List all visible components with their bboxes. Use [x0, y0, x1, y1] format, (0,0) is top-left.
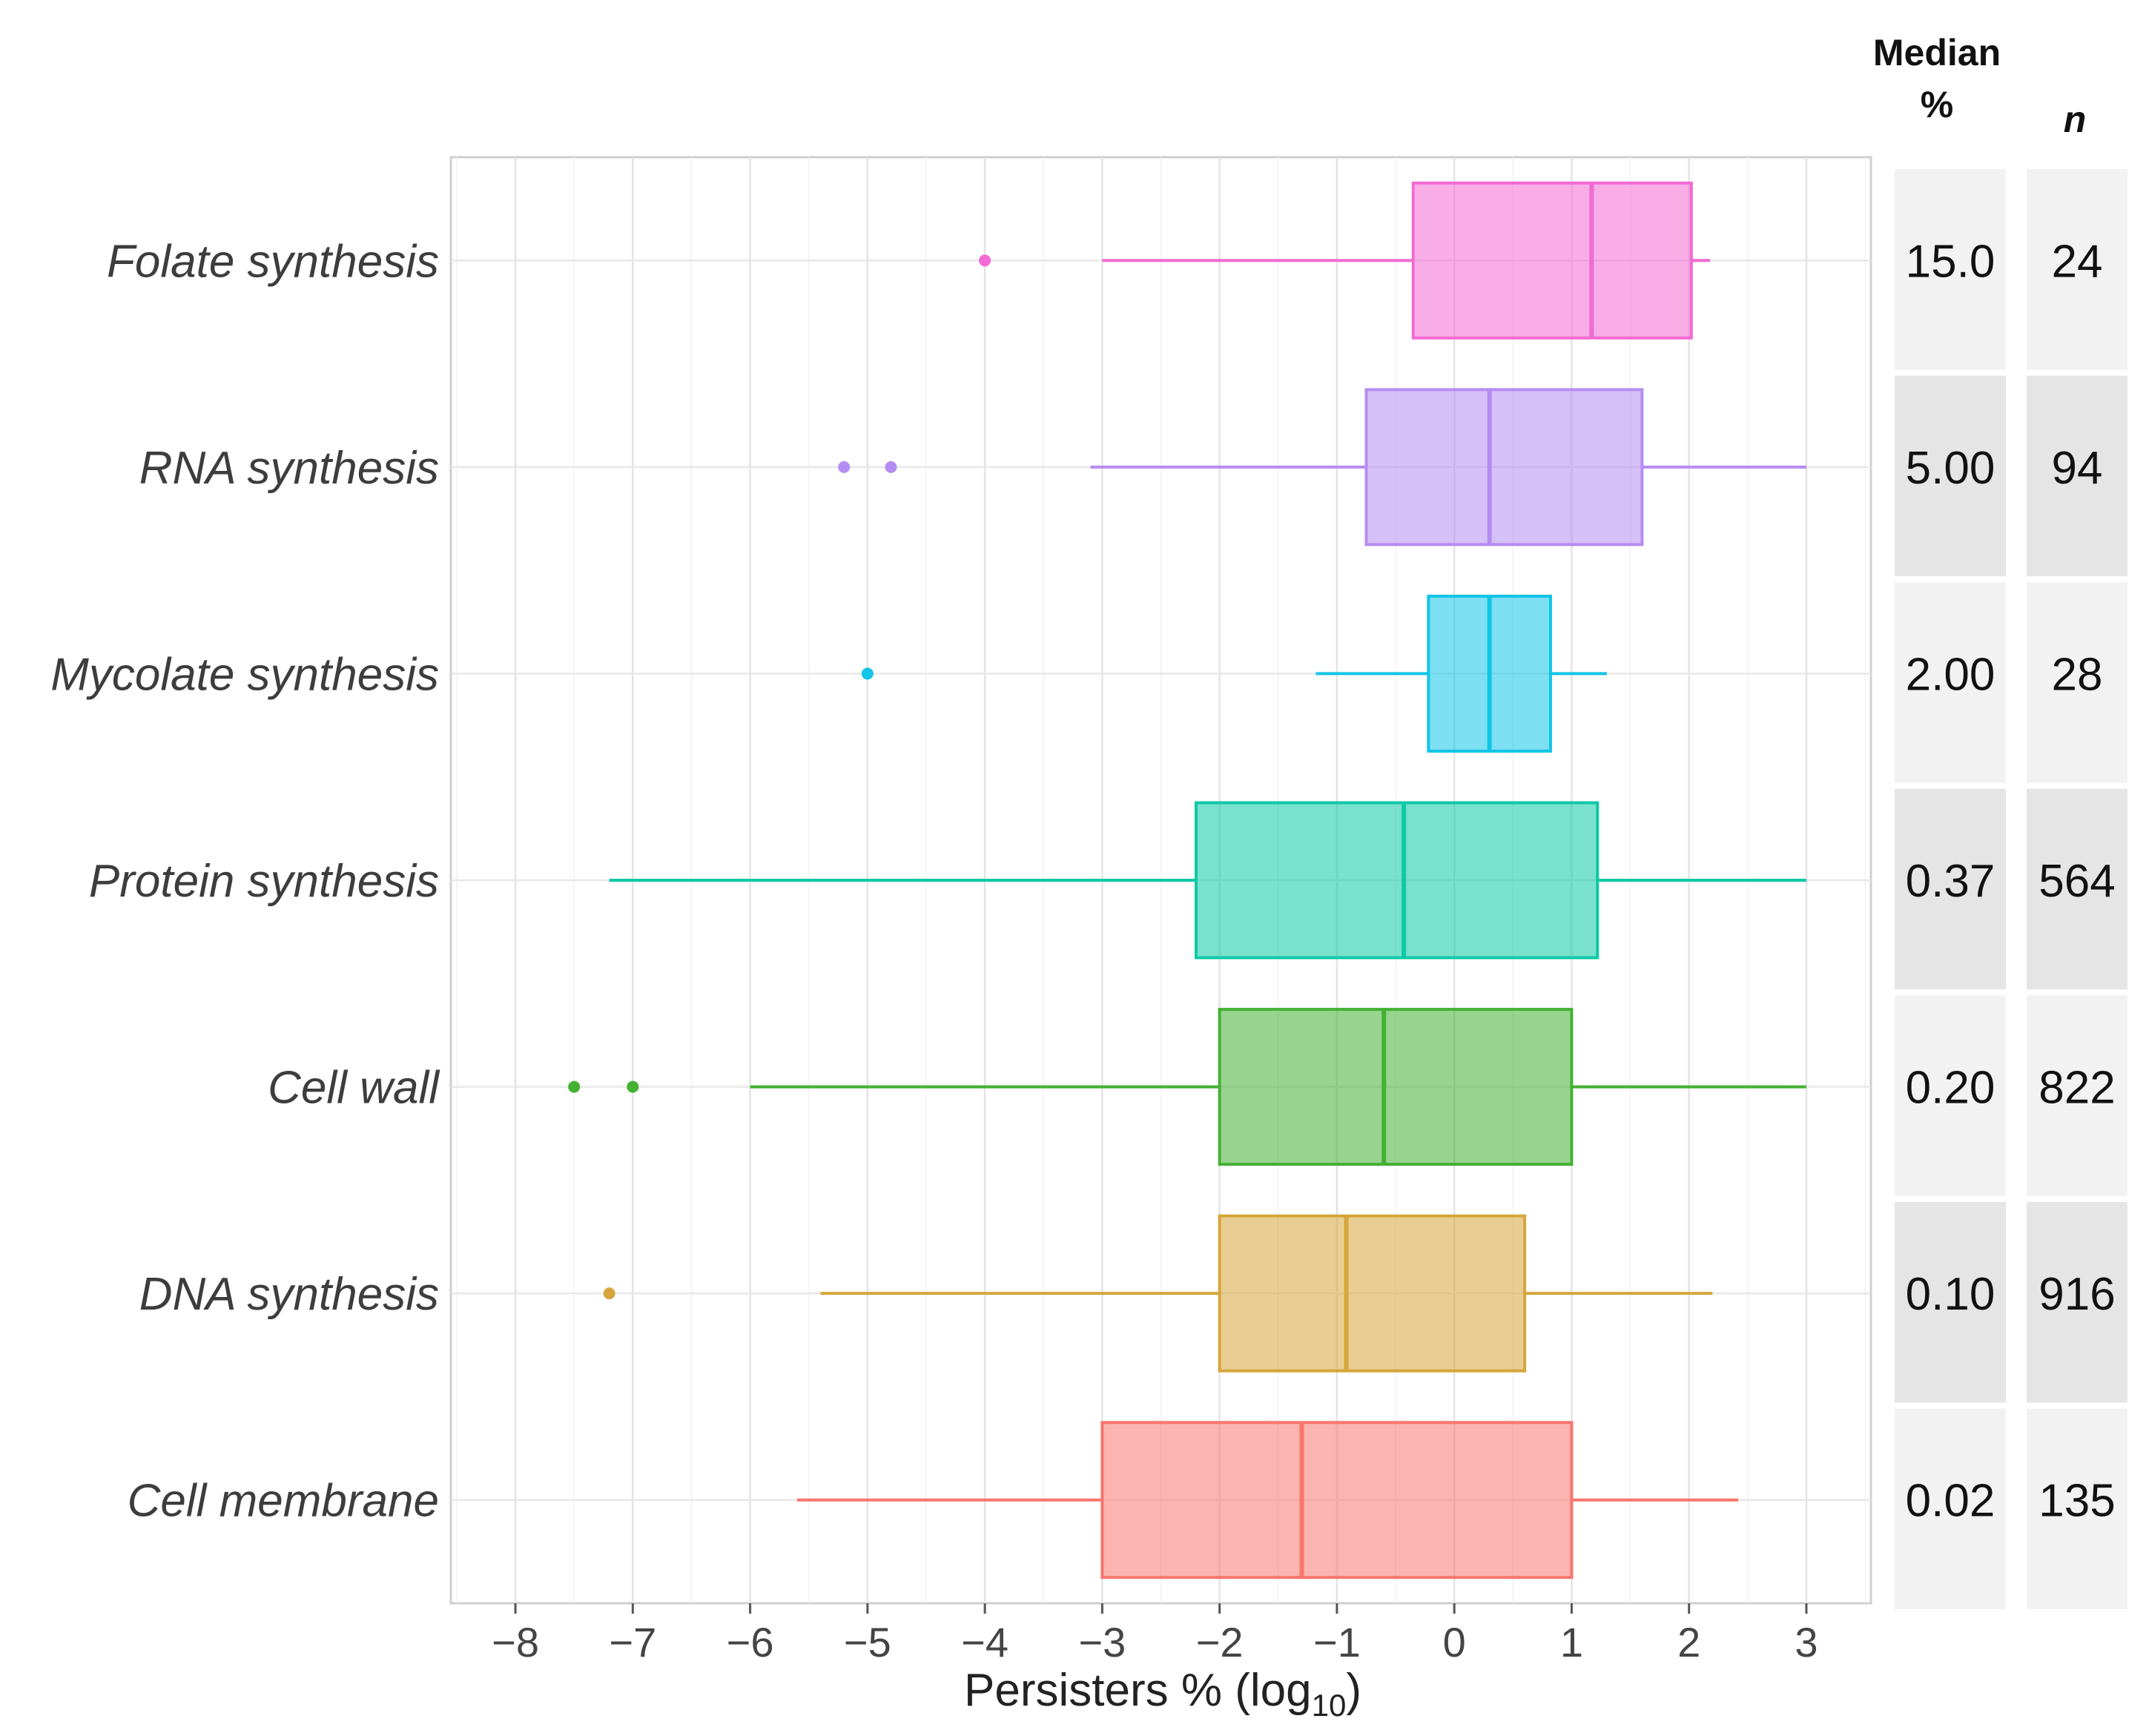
category-label-layer: Folate synthesis RNA synthesis Mycolate sy…	[50, 236, 440, 1526]
x-tick-label: −6	[727, 1619, 774, 1666]
x-tick-label: −1	[1313, 1619, 1361, 1666]
median-cell-bg	[1895, 375, 2006, 577]
median-cell-bg	[1895, 1408, 2006, 1609]
outlier-point-dna-synthesis	[603, 1287, 615, 1300]
box-folate-synthesis	[1411, 181, 1693, 340]
x-axis-title-subscript: 10	[1312, 1688, 1347, 1723]
n-cell-bg	[2027, 788, 2127, 990]
x-tick-label: −2	[1196, 1619, 1244, 1666]
x-tick-label: −4	[961, 1619, 1009, 1666]
x-tick-label: 2	[1677, 1619, 1700, 1666]
median-value-dna-synthesis: 0.10	[1906, 1269, 1996, 1320]
n-value-cell-wall: 822	[2039, 1063, 2115, 1114]
category-label-folate-synthesis: Folate synthesis	[107, 236, 439, 287]
box-protein-synthesis	[1194, 801, 1600, 960]
x-tick-label: 3	[1795, 1619, 1818, 1666]
median-value-folate-synthesis: 15.0	[1906, 236, 1996, 287]
x-tick-label: −7	[609, 1619, 656, 1666]
box-rna-synthesis	[1364, 388, 1644, 547]
x-tick-label: 1	[1560, 1619, 1583, 1666]
x-tick-label: 0	[1443, 1619, 1466, 1666]
x-tick-label: −3	[1078, 1619, 1126, 1666]
box-cell-wall	[1218, 1008, 1574, 1166]
median-cell-bg	[1895, 995, 2006, 1196]
category-label-rna-synthesis: RNA synthesis	[139, 443, 439, 494]
n-header: n	[2064, 99, 2087, 140]
n-cell-bg	[2027, 169, 2127, 370]
median-header-line1: Median	[1873, 32, 2001, 73]
n-value-dna-synthesis: 916	[2039, 1269, 2115, 1320]
n-cell-bg	[2027, 1201, 2127, 1403]
category-label-protein-synthesis: Protein synthesis	[89, 856, 439, 907]
x-tick-label: −5	[844, 1619, 891, 1666]
x-axis-title-main: Persisters % (log	[964, 1665, 1312, 1716]
n-value-protein-synthesis: 564	[2039, 856, 2115, 907]
box-cell-membrane	[1100, 1421, 1574, 1580]
outlier-point-rna-synthesis	[885, 461, 897, 473]
median-cell-bg	[1895, 788, 2006, 990]
median-cell-bg	[1895, 169, 2006, 370]
outlier-point-folate-synthesis	[979, 254, 991, 267]
n-value-mycolate-synthesis: 28	[2052, 649, 2103, 700]
category-label-cell-membrane: Cell membrane	[128, 1476, 439, 1527]
category-label-dna-synthesis: DNA synthesis	[139, 1269, 439, 1320]
outlier-point-rna-synthesis	[838, 461, 851, 473]
n-cell-bg	[2027, 582, 2127, 783]
median-cell-bg	[1895, 582, 2006, 783]
n-cell-bg	[2027, 995, 2127, 1196]
outlier-point-cell-wall	[568, 1080, 581, 1093]
summary-table: Median % n 15.0 24 5.00 94 2.00 28 0.37 564 0.20…	[1873, 32, 2127, 1609]
x-axis-title: Persisters % (log10)	[964, 1665, 1361, 1723]
n-value-folate-synthesis: 24	[2052, 236, 2103, 287]
x-tick-label: −8	[492, 1619, 539, 1666]
median-value-protein-synthesis: 0.37	[1906, 856, 1996, 907]
x-tick-layer: −8 −7 −6 −5 −4 −3 −2 −1 0 1 2 3	[492, 1603, 1818, 1666]
median-value-cell-membrane: 0.02	[1906, 1476, 1996, 1527]
median-cell-bg	[1895, 1201, 2006, 1403]
median-header-line2: %	[1921, 84, 1953, 125]
median-value-rna-synthesis: 5.00	[1906, 443, 1996, 494]
n-value-rna-synthesis: 94	[2052, 443, 2103, 494]
n-cell-bg	[2027, 1408, 2127, 1609]
category-label-mycolate-synthesis: Mycolate synthesis	[50, 649, 439, 700]
box-dna-synthesis	[1218, 1214, 1527, 1373]
median-value-cell-wall: 0.20	[1906, 1063, 1996, 1114]
box-layer	[568, 181, 1806, 1580]
n-cell-bg	[2027, 375, 2127, 577]
median-value-mycolate-synthesis: 2.00	[1906, 649, 1996, 700]
outlier-point-mycolate-synthesis	[861, 667, 874, 680]
category-label-cell-wall: Cell wall	[268, 1063, 440, 1114]
x-axis-title-close: )	[1346, 1665, 1361, 1716]
outlier-point-cell-wall	[627, 1080, 639, 1093]
n-value-cell-membrane: 135	[2039, 1476, 2115, 1527]
